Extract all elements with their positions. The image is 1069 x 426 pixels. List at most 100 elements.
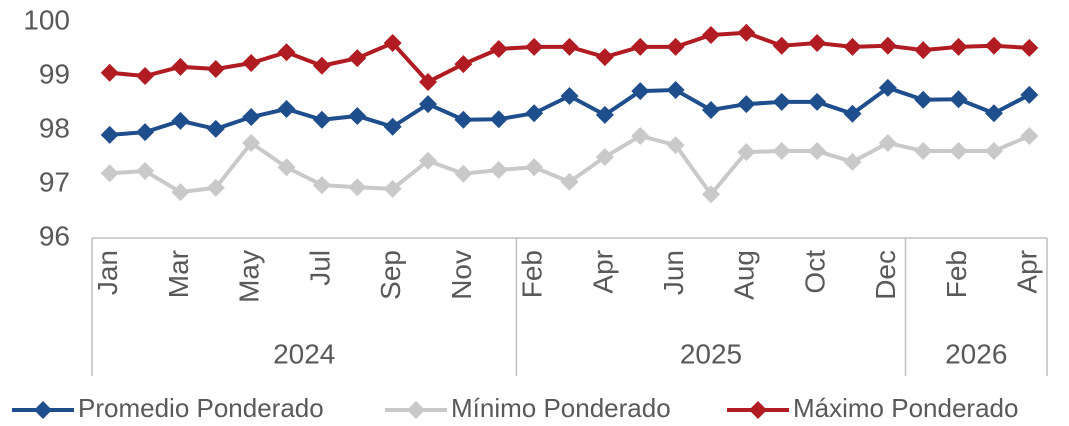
- x-group-label: 2025: [680, 338, 742, 369]
- x-tick-label: Oct: [799, 250, 830, 294]
- marker: [489, 110, 508, 129]
- x-tick-label: Jan: [92, 250, 123, 295]
- marker: [984, 104, 1003, 123]
- marker: [277, 158, 296, 177]
- marker: [419, 72, 438, 91]
- marker: [843, 104, 862, 123]
- marker: [631, 37, 650, 56]
- marker: [489, 40, 508, 58]
- marker: [383, 117, 402, 136]
- marker: [383, 179, 402, 198]
- marker: [737, 143, 756, 162]
- marker: [595, 148, 614, 166]
- legend-marker: [34, 401, 52, 419]
- marker: [914, 41, 933, 60]
- marker: [878, 133, 897, 152]
- marker: [984, 142, 1003, 161]
- marker: [171, 183, 190, 202]
- marker: [525, 158, 544, 177]
- marker: [772, 36, 791, 55]
- marker: [560, 172, 579, 191]
- marker: [525, 37, 544, 56]
- marker: [1020, 126, 1039, 145]
- marker: [843, 37, 862, 56]
- marker: [419, 151, 438, 170]
- marker: [277, 99, 296, 118]
- marker: [595, 105, 614, 124]
- marker: [737, 23, 756, 42]
- marker: [772, 142, 791, 161]
- marker: [560, 37, 579, 56]
- marker: [878, 78, 897, 97]
- y-tick-label: 100: [23, 4, 70, 35]
- legend-label: Promedio Ponderado: [78, 393, 324, 423]
- marker: [666, 37, 685, 56]
- x-tick-label: Dec: [870, 250, 901, 300]
- marker: [454, 110, 473, 129]
- marker: [737, 95, 756, 114]
- y-tick-label: 98: [39, 112, 70, 143]
- marker: [808, 142, 827, 161]
- marker: [206, 178, 225, 197]
- marker: [136, 123, 155, 142]
- marker: [808, 92, 827, 111]
- x-tick-label: Apr: [587, 250, 618, 294]
- y-tick-label: 99: [39, 58, 70, 89]
- legend-marker: [407, 401, 425, 419]
- marker: [206, 119, 225, 138]
- marker: [312, 110, 331, 129]
- marker: [666, 136, 685, 155]
- marker: [312, 176, 331, 195]
- x-tick-label: Jul: [304, 250, 335, 286]
- marker: [1020, 85, 1039, 104]
- marker: [666, 81, 685, 100]
- marker: [348, 49, 367, 68]
- marker: [100, 164, 119, 183]
- marker: [631, 82, 650, 101]
- marker: [100, 63, 119, 82]
- x-tick-label: Sep: [375, 250, 406, 300]
- x-tick-label: Feb: [517, 250, 548, 298]
- marker: [949, 142, 968, 161]
- marker: [171, 57, 190, 76]
- x-tick-label: May: [234, 250, 265, 303]
- marker: [772, 92, 791, 111]
- marker: [701, 101, 720, 120]
- marker: [808, 34, 827, 53]
- marker: [348, 178, 367, 197]
- marker: [419, 95, 438, 114]
- marker: [348, 106, 367, 125]
- legend-marker: [749, 401, 767, 419]
- marker: [560, 86, 579, 105]
- marker: [136, 162, 155, 181]
- marker: [136, 67, 155, 85]
- marker: [878, 36, 897, 55]
- x-tick-label: Mar: [163, 250, 194, 298]
- marker: [914, 142, 933, 161]
- x-tick-label: Feb: [941, 250, 972, 298]
- marker: [701, 25, 720, 44]
- marker: [1020, 38, 1039, 57]
- marker: [984, 36, 1003, 55]
- legend-label: Mínimo Ponderado: [451, 393, 671, 423]
- marker: [631, 126, 650, 145]
- marker: [525, 104, 544, 123]
- marker: [914, 90, 933, 109]
- marker: [949, 90, 968, 109]
- marker: [312, 56, 331, 75]
- marker: [843, 152, 862, 171]
- marker: [949, 37, 968, 56]
- marker: [242, 108, 261, 127]
- x-tick-label: Jun: [658, 250, 689, 295]
- marker: [701, 185, 720, 204]
- x-tick-label: Nov: [446, 250, 477, 300]
- marker: [489, 160, 508, 179]
- x-tick-label: Apr: [1012, 250, 1043, 294]
- marker: [454, 164, 473, 183]
- y-tick-label: 97: [39, 166, 70, 197]
- marker: [100, 125, 119, 144]
- x-tick-label: Aug: [729, 250, 760, 300]
- marker: [242, 133, 261, 152]
- marker: [171, 111, 190, 130]
